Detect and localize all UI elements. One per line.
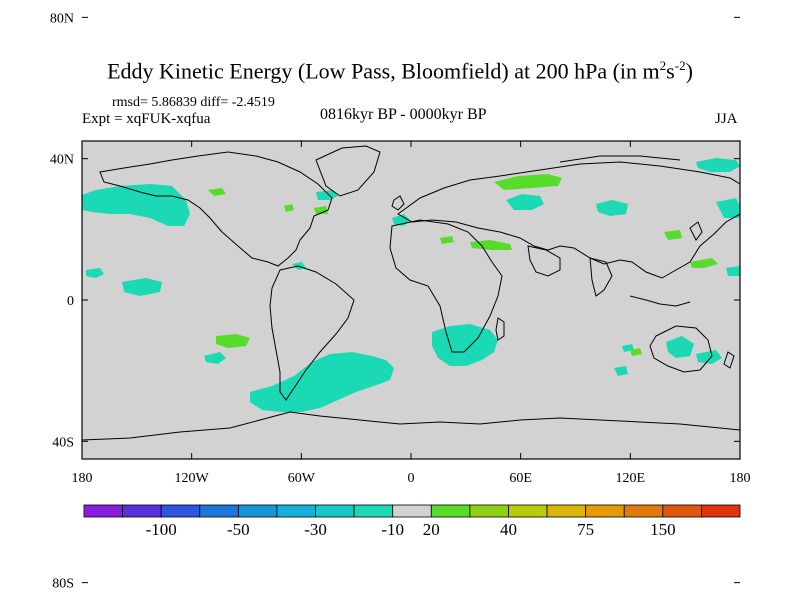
south-america-coast [269,265,355,401]
colorbar-swatch [469,504,509,518]
pacific-green [630,348,642,356]
south-pacific-blob [204,352,226,364]
tropical-pacific-blob [122,278,162,296]
colorbar-swatch [585,504,625,518]
title-end: ) [685,58,693,84]
europe-north-blob [506,194,544,210]
longitude-ticks: 180 120W 60W 0 60E 120E 180 [72,141,751,486]
colorbar: -100 -50 -30 -10 20 40 75 150 [83,504,741,539]
china-green [664,230,682,240]
lat-tick-label: 40N [50,153,74,168]
madagascar-coast [495,317,505,341]
colorbar-label: 150 [650,520,676,539]
india-green [690,258,718,268]
arctic-east-blob [696,158,740,172]
north-africa-green [470,240,512,250]
mexico-green [208,188,226,196]
colorbar-label: -50 [227,520,250,539]
lat-tick-label: 80N [50,11,74,26]
west-pacific-blob [726,266,740,276]
antarctica-coast [82,411,740,441]
colorbar-swatch [199,504,239,518]
north-america-coast [99,151,333,267]
atlantic-green [284,204,294,212]
small-green-1 [440,236,454,244]
indian-blob [614,366,628,376]
colorbar-label: 40 [500,520,517,539]
title-text: Eddy Kinetic Energy (Low Pass, Bloomfiel… [107,58,660,84]
colorbar-swatch [662,504,702,518]
uk-coast [391,195,405,211]
title-sup1: 2 [659,58,667,73]
lat-tick-label: 0 [67,294,74,309]
colorbar-swatch [276,504,316,518]
japan-coast [689,221,703,241]
latitude-ticks: 80N 40N 0 40S 80S [50,11,740,592]
positive-regions [208,174,718,356]
colorbar-swatch [237,504,278,518]
stats-label: rmsd= 5.86839 diff= -2.4519 [112,95,275,110]
colorbar-swatch [315,504,355,518]
iceland-blob [316,190,338,200]
colorbar-label: -10 [381,520,404,539]
north-pacific-blob [82,184,190,226]
greenland-coast [315,145,381,197]
lon-tick-label: 180 [730,471,751,486]
map-background [82,141,740,459]
title-mid: s [666,58,675,84]
south-atlantic-blob [250,352,394,412]
colorbar-swatch [508,504,548,518]
south-africa-blob [432,324,498,366]
australia-east-blob [666,336,694,358]
lon-tick-label: 120W [175,471,210,486]
colorbar-label: 20 [423,520,440,539]
pacific-east-blob [716,198,740,218]
india-coast [589,257,613,297]
plot-title: Eddy Kinetic Energy (Low Pass, Bloomfiel… [0,58,800,84]
colorbar-swatch [160,504,201,518]
lon-tick-label: 0 [408,471,415,486]
indonesia-coast [629,295,691,307]
colorbar-swatch [546,504,587,518]
siberia-blob [596,200,628,216]
period-label: 0816kyr BP - 0000kyr BP [320,106,487,123]
season-label: JJA [715,111,738,127]
colorbar-swatch [83,504,123,518]
australia-coast [649,325,713,373]
africa-coast [389,219,503,353]
colorbar-swatch [701,504,741,518]
contour-fields [82,158,740,412]
lon-tick-label: 60E [509,471,532,486]
colorbar-label: -30 [304,520,327,539]
colorbar-swatch [623,504,664,518]
colorbar-label: -100 [146,520,177,539]
lon-tick-label: 120E [616,471,646,486]
colorbar-swatch [392,504,432,518]
lat-tick-label: 80S [52,577,74,592]
lat-tick-label: 40S [52,435,74,450]
eurasia-coast [397,161,740,279]
lon-tick-label: 180 [72,471,93,486]
lon-tick-label: 60W [288,471,316,486]
colorbar-swatch [430,504,471,518]
experiment-label: Expt = xqFUK-xqfua [82,111,211,127]
aleutian-blob [82,194,90,200]
colorbar-label: 75 [577,520,594,539]
small-green-2 [500,182,510,188]
arabia-coast [527,245,561,277]
newzealand-coast [723,351,735,369]
coastlines [82,145,740,441]
hawaii-blob [86,268,104,278]
negative-regions [82,158,740,412]
title-sup2: -2 [674,58,686,73]
colorbar-swatch [353,504,394,518]
arctic-islands-coast [559,155,681,163]
colorbar-swatch [122,504,162,518]
south-pacific-green [216,334,250,348]
ne-pacific-blob [696,350,722,364]
arctic-russia-green [494,174,562,190]
